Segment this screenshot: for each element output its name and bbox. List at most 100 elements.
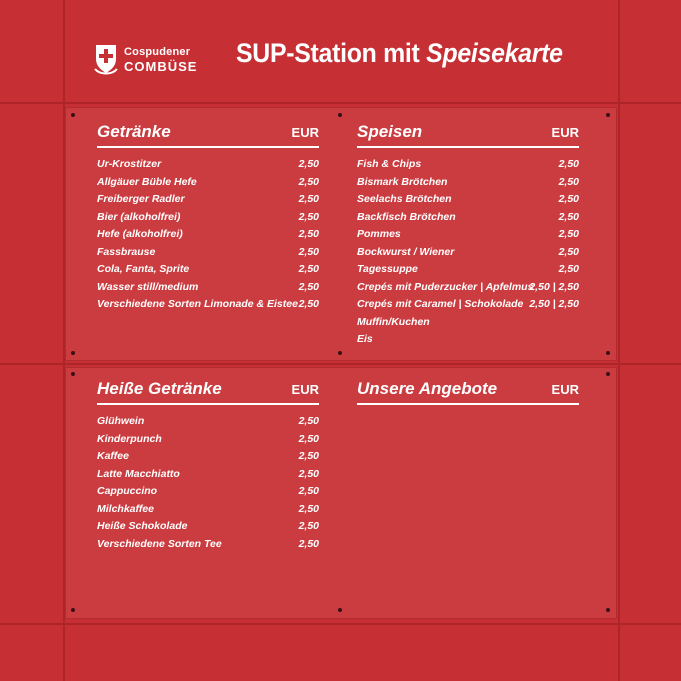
screw: [606, 113, 610, 117]
item-name: Fassbrause: [97, 245, 156, 258]
item-name: Crepés mit Caramel | Schokolade: [357, 298, 524, 310]
menu-item: Pommes 2,50: [357, 228, 579, 246]
section-title: Heiße Getränke: [97, 379, 222, 398]
menu-item: Latte Macchiatto 2,50: [97, 468, 319, 486]
item-name: Hefe (alkoholfrei): [97, 228, 183, 240]
item-name: Tagessuppe: [357, 263, 418, 275]
item-name: Heiße Schokolade: [97, 520, 188, 532]
item-price: 2,50: [558, 158, 579, 170]
item-list: Glühwein 2,50 Kinderpunch 2,50 Kaffee 2,50 Lat…: [97, 415, 319, 555]
menu-item: Seelachs Brötchen 2,50: [357, 193, 579, 211]
shield-cross-icon: [94, 45, 118, 75]
item-price: 2,50: [558, 228, 579, 240]
item-name: Allgäuer Büble Hefe: [97, 175, 197, 188]
item-price: 2,50: [298, 537, 319, 550]
item-price: 2,50: [298, 263, 319, 275]
item-list: Ur-Krostitzer 2,50 Allgäuer Büble Hefe 2,50…: [97, 158, 319, 316]
menu-item: Bier (alkoholfrei) 2,50: [97, 211, 319, 229]
screw: [71, 372, 75, 376]
section-angebote: Unsere Angebote EUR: [357, 377, 579, 415]
item-name: Kaffee: [97, 450, 129, 462]
item-price: 2,50: [298, 158, 319, 170]
item-price: 2,50: [298, 228, 319, 240]
screw: [606, 608, 610, 612]
item-list: Fish & Chips 2,50 Bismark Brötchen 2,50 Seel…: [357, 158, 579, 351]
item-price: 2,50: [298, 520, 319, 532]
section-title: Getränke: [97, 122, 171, 141]
item-name: Kinderpunch: [97, 432, 162, 445]
menu-item: Tagessuppe 2,50: [357, 263, 579, 281]
item-name: Glühwein: [97, 415, 145, 427]
item-name: Bockwurst / Wiener: [357, 245, 455, 258]
item-price: 2,50: [558, 263, 579, 275]
item-name: Cola, Fanta, Sprite: [97, 263, 190, 275]
item-name: Bismark Brötchen: [357, 175, 448, 188]
item-name: Cappuccino: [97, 485, 158, 497]
menu-item: Wasser still/medium 2,50: [97, 281, 319, 299]
menu-item: Kaffee 2,50: [97, 450, 319, 468]
section-getraenke: Getränke EUR Ur-Krostitzer 2,50 Allgäuer B…: [97, 120, 319, 316]
title-accent: Speisekarte: [426, 38, 563, 68]
screw: [338, 351, 342, 355]
menu-item: Eis: [357, 333, 579, 351]
item-price: 2,50: [298, 193, 319, 205]
item-price: 2,50: [298, 298, 319, 310]
item-name: Muffin/Kuchen: [357, 315, 430, 328]
item-price: 2,50: [298, 450, 319, 462]
item-name: Ur-Krostitzer: [97, 158, 162, 170]
item-price: 2,50: [558, 210, 579, 223]
menu-item: Backfisch Brötchen 2,50: [357, 211, 579, 229]
menu-item: Verschiedene Sorten Tee 2,50: [97, 538, 319, 556]
item-price: 2,50: [298, 432, 319, 445]
item-name: Crepés mit Puderzucker | Apfelmus: [357, 280, 534, 293]
menu-board-bottom: [66, 368, 616, 618]
item-name: Backfisch Brötchen: [357, 210, 456, 223]
item-price: 2,50: [298, 175, 319, 188]
item-name: Milchkaffee: [97, 502, 154, 515]
section-header: Getränke EUR: [97, 120, 319, 148]
menu-item: Glühwein 2,50: [97, 415, 319, 433]
bg-line: [0, 102, 681, 104]
item-price: 2,50: [558, 175, 579, 188]
section-header: Unsere Angebote EUR: [357, 377, 579, 405]
menu-item: Heiße Schokolade 2,50: [97, 520, 319, 538]
screw: [606, 351, 610, 355]
page-title: SUP-Station mit Speisekarte: [236, 38, 563, 69]
menu-item: Allgäuer Büble Hefe 2,50: [97, 176, 319, 194]
item-name: Eis: [357, 333, 373, 345]
bg-line: [0, 363, 681, 365]
item-name: Seelachs Brötchen: [357, 193, 452, 205]
item-price: 2,50: [298, 245, 319, 258]
item-name: Wasser still/medium: [97, 280, 199, 293]
bg-line: [63, 0, 65, 681]
currency-label: EUR: [551, 382, 579, 397]
screw: [71, 113, 75, 117]
section-speisen: Speisen EUR Fish & Chips 2,50 Bismark Bröt…: [357, 120, 579, 351]
item-price: 2,50: [298, 485, 319, 497]
menu-item: Fish & Chips 2,50: [357, 158, 579, 176]
menu-item: Bockwurst / Wiener 2,50: [357, 246, 579, 264]
menu-item: Fassbrause 2,50: [97, 246, 319, 264]
bg-line: [618, 0, 620, 681]
screw: [338, 608, 342, 612]
menu-item: Crepés mit Puderzucker | Apfelmus 2,50 | …: [357, 281, 579, 299]
header: Cospudener COMBÜSE SUP-Station mit Speis…: [94, 38, 641, 88]
item-price: 2,50: [558, 245, 579, 258]
bg-line: [0, 623, 681, 625]
item-name: Pommes: [357, 228, 401, 240]
currency-label: EUR: [291, 382, 319, 397]
menu-item: Freiberger Radler 2,50: [97, 193, 319, 211]
item-price: 2,50: [298, 502, 319, 515]
screw: [71, 608, 75, 612]
section-title: Unsere Angebote: [357, 379, 498, 398]
item-price: 2,50: [558, 193, 579, 205]
logo: Cospudener COMBÜSE: [94, 42, 204, 82]
menu-item: Crepés mit Caramel | Schokolade 2,50 | 2,…: [357, 298, 579, 316]
screw: [606, 372, 610, 376]
menu-board-top: [66, 108, 616, 360]
screw: [338, 113, 342, 117]
item-name: Verschiedene Sorten Tee: [97, 537, 222, 550]
section-header: Heiße Getränke EUR: [97, 377, 319, 405]
currency-label: EUR: [291, 125, 319, 140]
menu-item: Kinderpunch 2,50: [97, 433, 319, 451]
